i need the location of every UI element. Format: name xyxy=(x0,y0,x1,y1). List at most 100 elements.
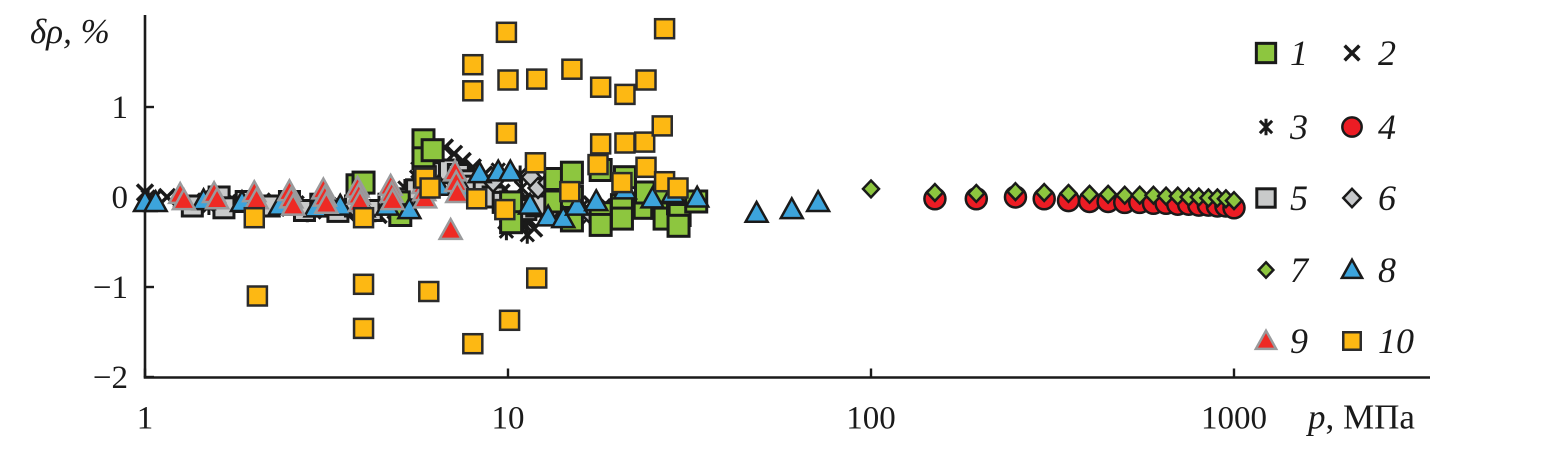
series-10-point xyxy=(653,17,676,40)
series-10-point xyxy=(497,69,519,91)
series-10-point xyxy=(462,332,484,355)
x-tick-label: 1 xyxy=(137,401,154,437)
series-2-point xyxy=(1343,44,1361,62)
series-7-point xyxy=(966,183,987,204)
series-10-point xyxy=(559,180,581,203)
series-1-point xyxy=(609,206,634,231)
series-1-point xyxy=(1254,41,1278,65)
series-9-point xyxy=(437,216,464,241)
series-7-point xyxy=(861,178,881,200)
series-7-point xyxy=(925,182,945,203)
series-10-point xyxy=(635,69,657,91)
series-9-point xyxy=(379,186,406,211)
series-10-point xyxy=(462,80,484,102)
series-9-point xyxy=(313,190,340,215)
series-8-point xyxy=(639,185,666,209)
x-tick-label: 100 xyxy=(846,401,896,437)
series-1-point xyxy=(559,160,584,185)
series-7-point xyxy=(1058,183,1079,204)
series-10-point xyxy=(635,156,657,179)
series-10-point xyxy=(352,206,375,229)
series-8-point xyxy=(1339,257,1365,280)
series-10-point xyxy=(524,152,547,174)
series-4-point xyxy=(1341,116,1363,138)
legend-label-7: 7 xyxy=(1290,250,1310,290)
series-10-point xyxy=(243,206,266,229)
series-10-point xyxy=(589,133,612,155)
series-7-point xyxy=(1130,184,1150,206)
series-10-point xyxy=(246,285,269,307)
x-tick-label: 10 xyxy=(492,401,525,437)
series-10-point xyxy=(587,153,609,176)
series-10-point xyxy=(495,21,518,44)
series-7-point xyxy=(1143,184,1164,206)
series-10-point xyxy=(418,280,440,303)
legend-label-8: 8 xyxy=(1378,250,1396,290)
series-10-point xyxy=(494,198,516,221)
series-5-point xyxy=(1255,187,1277,209)
series-9-point xyxy=(203,185,231,210)
series-7-point xyxy=(1034,182,1054,203)
series-3-point xyxy=(1258,118,1274,136)
series-10-point xyxy=(352,273,375,296)
legend-label-10: 10 xyxy=(1378,321,1414,361)
legend-label-3: 3 xyxy=(1289,107,1308,147)
series-10-point xyxy=(633,131,656,153)
series-8-point xyxy=(563,192,591,216)
series-10-point xyxy=(419,177,441,199)
series-10-point xyxy=(462,53,484,76)
series-10-point xyxy=(525,68,548,90)
series-10-point xyxy=(1342,331,1362,351)
series-8-point xyxy=(684,184,711,208)
series-7-point xyxy=(1098,184,1118,205)
legend-label-2: 2 xyxy=(1378,33,1396,73)
series-1-point xyxy=(666,213,691,238)
series-10-point xyxy=(611,171,633,194)
series-10-point xyxy=(498,309,521,332)
series-7-point xyxy=(1005,181,1026,202)
legend-label-1: 1 xyxy=(1290,33,1308,73)
series-8-point xyxy=(516,191,544,215)
series-10-point xyxy=(651,115,673,137)
series-8-point xyxy=(142,188,169,213)
series-7-point xyxy=(1115,184,1135,206)
series-6-point xyxy=(1341,187,1363,209)
series-1-point xyxy=(420,138,445,163)
y-tick-label: 1 xyxy=(112,90,129,126)
series-7-point xyxy=(1079,184,1100,205)
series-8-point xyxy=(550,204,577,229)
series-10-point xyxy=(561,58,583,80)
series-10-point xyxy=(352,317,375,340)
series-8-point xyxy=(583,187,610,212)
series-10-point xyxy=(614,132,636,154)
series-8-point xyxy=(466,159,493,184)
series-8-point xyxy=(497,158,524,182)
series-9-point xyxy=(444,179,471,204)
series-7-point xyxy=(1224,190,1244,211)
series-10-point xyxy=(667,177,689,199)
series-10-point xyxy=(495,122,518,144)
legend-label-4: 4 xyxy=(1378,107,1396,147)
series-10-point xyxy=(614,83,636,106)
series-7-point xyxy=(1256,260,1276,280)
series-10-point xyxy=(465,188,488,210)
series-10-point xyxy=(525,267,548,289)
legend-label-9: 9 xyxy=(1290,321,1308,361)
y-axis-title: δρ, % xyxy=(30,12,110,51)
series-8-point xyxy=(743,199,770,224)
y-tick-label: 0 xyxy=(112,180,129,216)
x-axis-title: p, МПа xyxy=(1305,398,1415,437)
series-8-point xyxy=(778,195,805,220)
x-tick-label: 1000 xyxy=(1201,401,1267,437)
legend-label-6: 6 xyxy=(1378,178,1396,218)
series-8-point xyxy=(804,188,832,213)
y-tick-label: −2 xyxy=(93,360,128,396)
series-9-point xyxy=(280,192,307,216)
series-1-point xyxy=(588,212,613,237)
legend-label-5: 5 xyxy=(1290,178,1308,218)
series-8-point xyxy=(535,203,562,227)
series-10-point xyxy=(589,76,612,98)
series-9-point xyxy=(170,186,198,211)
